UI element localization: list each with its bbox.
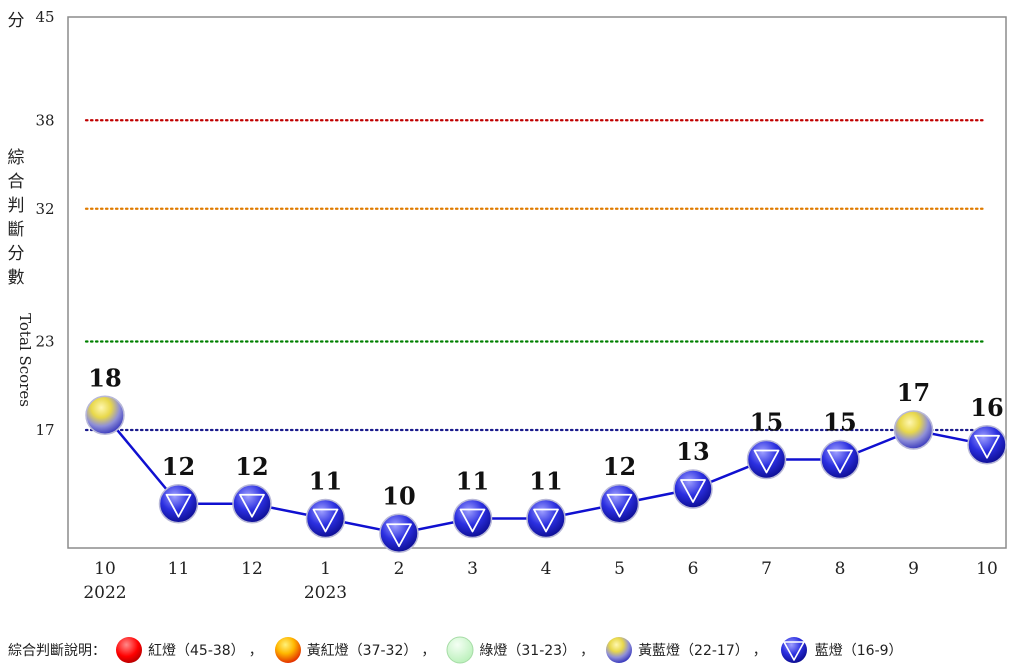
y-tick-label: 32 — [35, 200, 54, 218]
data-label: 17 — [897, 378, 930, 407]
x-tick-label: 1 — [320, 559, 331, 579]
yellow-blue-marker — [85, 395, 125, 435]
data-label: 11 — [456, 467, 489, 496]
data-label: 16 — [970, 393, 1003, 422]
y-tick-label: 23 — [35, 333, 54, 351]
y-label-char: 合 — [7, 172, 25, 192]
x-tick-label: 9 — [908, 559, 919, 579]
blue-marker-triangle — [386, 523, 412, 548]
legend-label: 紅燈（45-38） — [148, 643, 245, 659]
y-label-char: 分 — [7, 244, 25, 264]
legend-item-yellow-red: 黃紅燈（37-32） ， — [265, 635, 438, 665]
blue-marker-triangle — [459, 508, 486, 533]
legend-item-red: 紅燈（45-38） ， — [106, 635, 265, 665]
legend-label: 綠燈（31-23） — [479, 643, 577, 659]
data-label: 11 — [529, 467, 562, 496]
legend: 綜合判斷說明： 紅燈（45-38） ， 黃紅燈（37-32） ， 綠燈（31-2… — [8, 636, 903, 664]
x-tick-label: 12 — [241, 559, 263, 579]
data-label: 10 — [382, 481, 415, 510]
legend-item-yellow-blue: 黃藍燈（22-17） ， — [596, 635, 769, 665]
blue-marker-triangle — [680, 479, 706, 503]
x-tick-label: 3 — [467, 559, 478, 579]
legend-label: 藍燈（16-9） — [814, 643, 903, 659]
blue-marker-triangle — [533, 508, 559, 533]
legend-label: 黃紅燈（37-32） — [306, 643, 418, 659]
y-tick-label: 45 — [35, 8, 54, 26]
legend-title: 綜合判斷說明： — [8, 643, 106, 659]
y-axis-label-en: Total Scores — [16, 313, 34, 407]
plot-frame — [67, 16, 1007, 549]
x-tick-label: 11 — [168, 559, 190, 579]
yellow-blue-light-icon — [606, 637, 633, 663]
x-year-label: 2023 — [304, 583, 347, 603]
x-tick-label: 10 — [976, 559, 998, 579]
data-label: 12 — [235, 452, 268, 481]
legend-item-blue: 藍燈（16-9） — [769, 635, 903, 665]
green-light-icon — [446, 636, 474, 664]
y-tick-label: 38 — [35, 111, 54, 129]
x-tick-label: 10 — [94, 559, 116, 579]
x-tick-label: 5 — [614, 559, 625, 579]
y-label-char: 判 — [7, 196, 25, 216]
y-tick-label: 17 — [35, 421, 54, 439]
legend-item-green: 綠燈（31-23） ， — [437, 635, 596, 665]
x-tick-label: 2 — [394, 559, 405, 579]
data-label: 11 — [309, 467, 342, 496]
x-tick-label: 4 — [541, 559, 552, 579]
blue-marker-triangle — [974, 434, 1000, 459]
y-label-char: 分 — [7, 11, 25, 31]
y-label-char: 斷 — [7, 220, 25, 240]
data-label: 12 — [603, 452, 636, 481]
blue-marker-triangle — [606, 493, 633, 518]
blue-marker-triangle — [239, 493, 265, 518]
y-label-char: 數 — [7, 268, 25, 288]
x-tick-label: 8 — [835, 559, 846, 579]
data-label: 15 — [750, 408, 783, 437]
red-light-icon — [116, 637, 142, 663]
yellow-blue-marker — [893, 410, 934, 450]
x-tick-label: 6 — [688, 559, 699, 579]
x-tick-label: 7 — [761, 559, 772, 579]
blue-marker-triangle — [312, 508, 339, 533]
data-label: 15 — [823, 408, 856, 437]
legend-label: 黃藍燈（22-17） — [638, 643, 749, 659]
data-label: 18 — [88, 363, 121, 392]
y-label-char: 綜 — [7, 148, 25, 168]
blue-marker-triangle — [753, 449, 780, 474]
blue-light-icon — [780, 637, 807, 663]
blue-marker-triangle — [827, 449, 853, 474]
data-label: 12 — [162, 452, 195, 481]
yellow-red-light-icon — [274, 637, 301, 663]
blue-marker-triangle — [165, 493, 192, 518]
x-year-label: 2022 — [83, 583, 126, 603]
data-label: 13 — [676, 437, 709, 466]
